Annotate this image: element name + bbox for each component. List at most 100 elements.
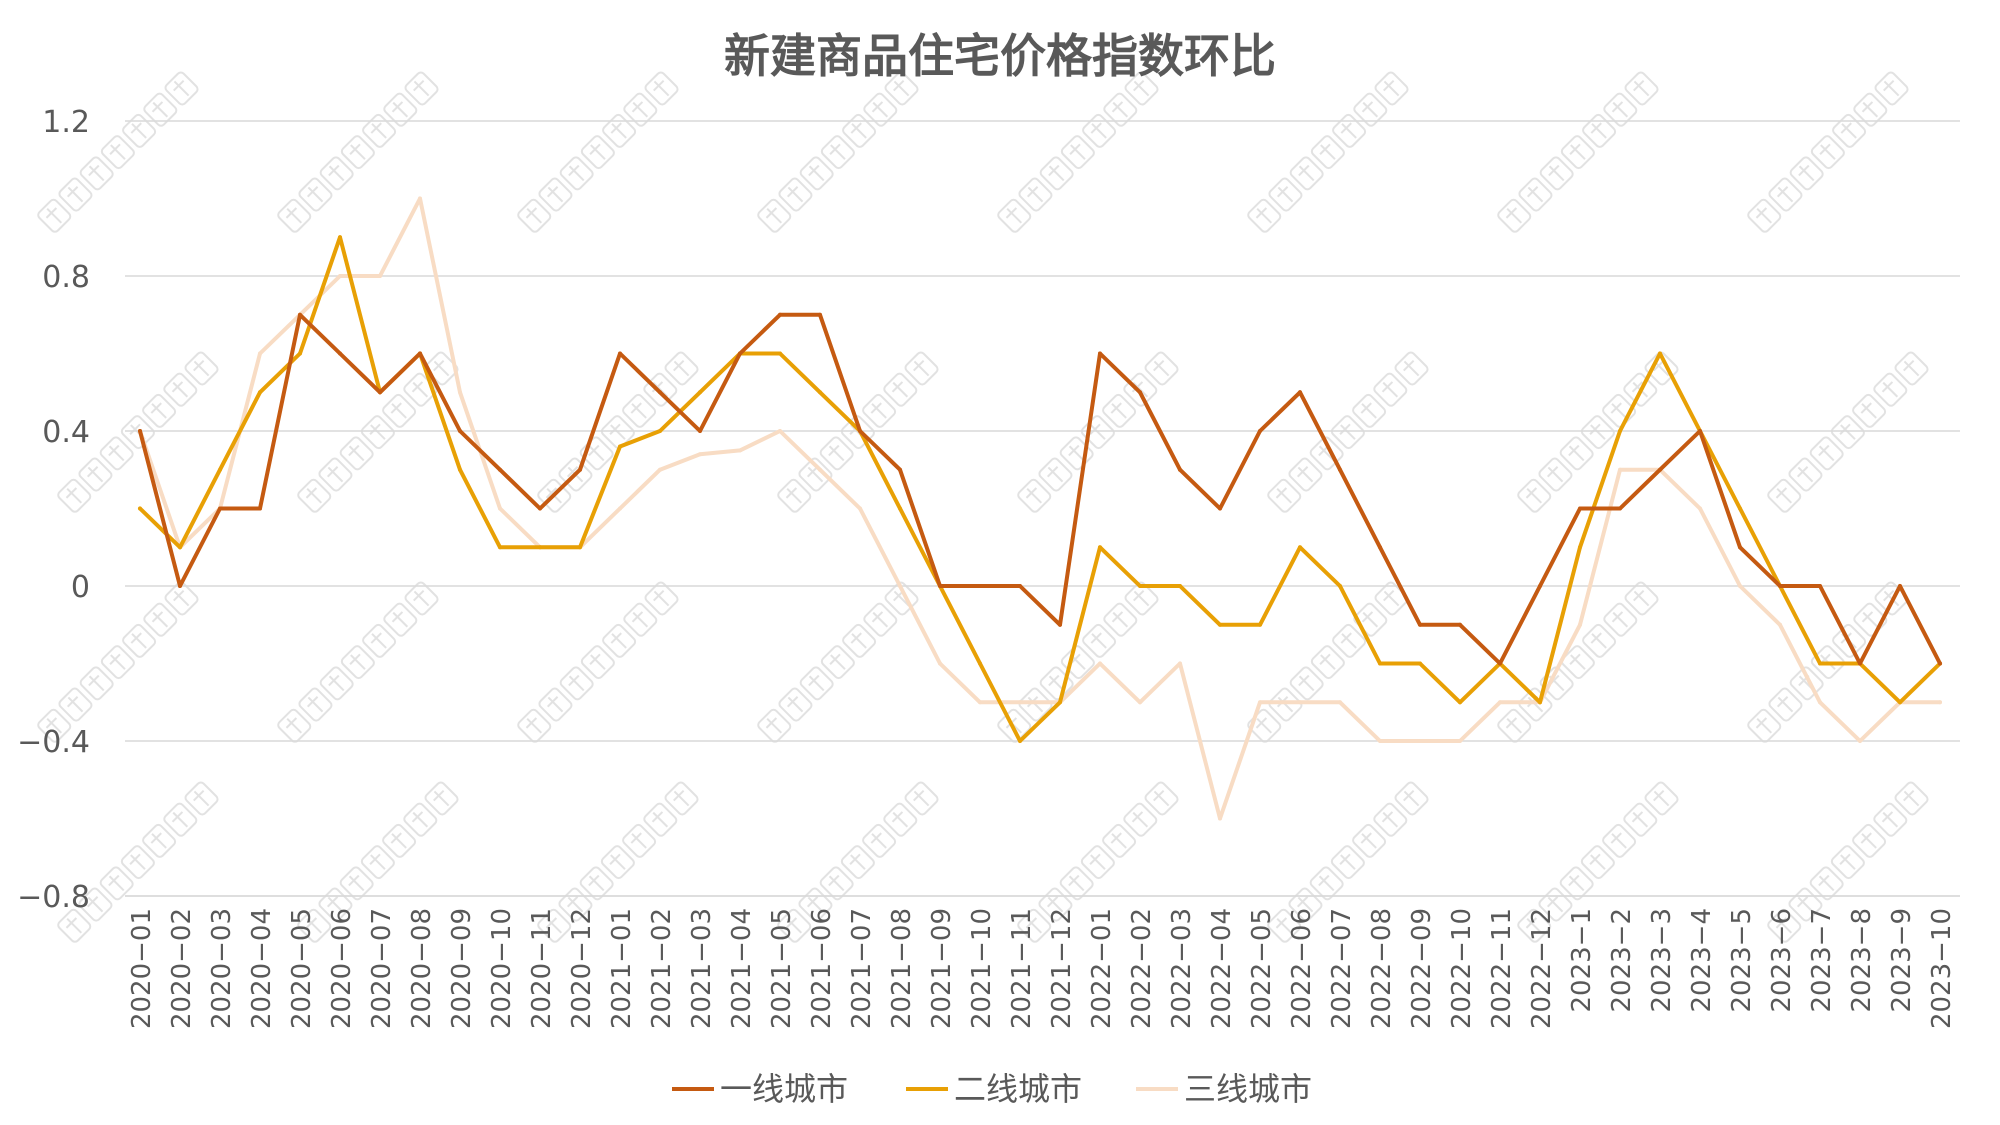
legend-label: 二线城市 bbox=[954, 1070, 1082, 1108]
series-1-point bbox=[898, 467, 902, 472]
watermark-mark bbox=[517, 71, 679, 233]
series-1-point bbox=[818, 312, 822, 317]
watermark-mark bbox=[297, 351, 459, 513]
series-3-point bbox=[658, 467, 662, 472]
series-1-point bbox=[1058, 622, 1062, 627]
x-tick-label: 2023−10 bbox=[1927, 908, 1957, 1029]
y-tick-label: 0.8 bbox=[42, 260, 90, 295]
series-3-point bbox=[1458, 739, 1462, 743]
series-2-point bbox=[1898, 700, 1902, 705]
legend-item-2: 二线城市 bbox=[906, 1070, 1082, 1108]
series-2-point bbox=[458, 467, 462, 472]
series-2-point bbox=[1378, 661, 1382, 666]
x-tick-label: 2023−8 bbox=[1847, 908, 1877, 1013]
watermark-mark bbox=[1497, 71, 1659, 233]
series-3-point bbox=[1698, 506, 1702, 511]
series-1-point bbox=[1138, 390, 1142, 395]
watermark-mark bbox=[57, 781, 219, 943]
series-line-3 bbox=[138, 196, 1942, 821]
x-tick-label: 2021−09 bbox=[927, 908, 957, 1029]
watermark-mark bbox=[1747, 71, 1909, 233]
series-1-point bbox=[698, 429, 702, 433]
series-2-point bbox=[498, 545, 502, 550]
series-line-2 bbox=[138, 235, 1942, 743]
series-3-point bbox=[698, 452, 702, 457]
series-1-point bbox=[298, 312, 302, 317]
y-tick-label: 1.2 bbox=[42, 105, 90, 140]
watermark-mark bbox=[37, 581, 199, 743]
series-3-point bbox=[1258, 700, 1262, 705]
watermark-mark bbox=[997, 581, 1159, 743]
series-1-point bbox=[1258, 429, 1262, 433]
series-1-point bbox=[1818, 584, 1822, 588]
x-tick-label: 2022−07 bbox=[1327, 908, 1357, 1029]
series-1-point bbox=[578, 467, 582, 472]
series-3-point bbox=[898, 584, 902, 588]
legend-label: 三线城市 bbox=[1184, 1070, 1312, 1108]
series-3-point bbox=[1498, 700, 1502, 705]
watermark-mark bbox=[1767, 351, 1929, 513]
series-3-point bbox=[1178, 661, 1182, 666]
x-tick-label: 2021−02 bbox=[647, 908, 677, 1029]
x-tick-label: 2022−03 bbox=[1167, 908, 1197, 1029]
x-tick-label: 2023−4 bbox=[1687, 908, 1717, 1013]
x-tick-label: 2021−11 bbox=[1007, 908, 1037, 1029]
x-tick-label: 2022−09 bbox=[1407, 908, 1437, 1029]
x-tick-label: 2022−11 bbox=[1487, 908, 1517, 1029]
series-1-point bbox=[418, 351, 422, 356]
watermark-mark bbox=[757, 581, 919, 743]
series-3-point bbox=[978, 700, 982, 705]
watermark-mark bbox=[517, 581, 679, 743]
series-1-point bbox=[658, 390, 662, 395]
x-tick-label: 2020−08 bbox=[407, 908, 437, 1029]
legend-item-1: 一线城市 bbox=[672, 1070, 848, 1108]
series-1-point bbox=[1378, 545, 1382, 550]
series-2-point bbox=[578, 545, 582, 550]
x-tick-label: 2022−04 bbox=[1207, 908, 1237, 1029]
series-line-1 bbox=[138, 312, 1942, 666]
x-tick-label: 2020−06 bbox=[327, 908, 357, 1029]
series-1-point bbox=[1098, 351, 1102, 356]
x-tick-label: 2021−06 bbox=[807, 908, 837, 1029]
series-1-point bbox=[1778, 584, 1782, 588]
series-3-point bbox=[778, 429, 782, 433]
series-3-point bbox=[1778, 622, 1782, 627]
series-3-point bbox=[1938, 700, 1942, 705]
x-tick-label: 2023−3 bbox=[1647, 908, 1677, 1013]
watermark-mark bbox=[1767, 781, 1929, 943]
series-2-point bbox=[338, 235, 342, 240]
x-tick-label: 2023−2 bbox=[1607, 908, 1637, 1013]
series-2-point bbox=[138, 506, 142, 511]
series-1-point bbox=[1578, 506, 1582, 511]
series-2-point bbox=[1578, 545, 1582, 550]
series-2-point bbox=[538, 545, 542, 550]
series-3-point bbox=[818, 467, 822, 472]
series-3-point bbox=[1418, 739, 1422, 743]
series-2-point bbox=[1058, 700, 1062, 705]
watermark-mark bbox=[997, 71, 1159, 233]
y-axis: 1.2 0.8 0.4 0 −0.4 −0.8 bbox=[17, 105, 90, 915]
watermark-mark bbox=[1497, 581, 1659, 743]
series-1-point bbox=[938, 584, 942, 588]
x-tick-label: 2020−09 bbox=[447, 908, 477, 1029]
series-2-point bbox=[1658, 351, 1662, 356]
legend: 一线城市 二线城市 三线城市 bbox=[672, 1070, 1312, 1108]
series-2-point bbox=[818, 390, 822, 395]
series-3-point bbox=[1378, 739, 1382, 743]
series-2-point bbox=[1098, 545, 1102, 550]
watermark-mark bbox=[757, 71, 919, 233]
series-3-point bbox=[378, 274, 382, 278]
series-2-point bbox=[1018, 739, 1022, 743]
series-1-point bbox=[1298, 390, 1302, 395]
series-1-point bbox=[1618, 506, 1622, 511]
x-tick-label: 2021−04 bbox=[727, 908, 757, 1029]
watermark-mark bbox=[37, 71, 199, 233]
x-tick-label: 2022−08 bbox=[1367, 908, 1397, 1029]
watermark-mark bbox=[1017, 351, 1179, 513]
series-1-point bbox=[778, 312, 782, 317]
series-3-point bbox=[1298, 700, 1302, 705]
x-tick-label: 2023−6 bbox=[1767, 908, 1797, 1013]
series-3-point bbox=[738, 448, 742, 453]
x-tick-label: 2023−7 bbox=[1807, 908, 1837, 1013]
